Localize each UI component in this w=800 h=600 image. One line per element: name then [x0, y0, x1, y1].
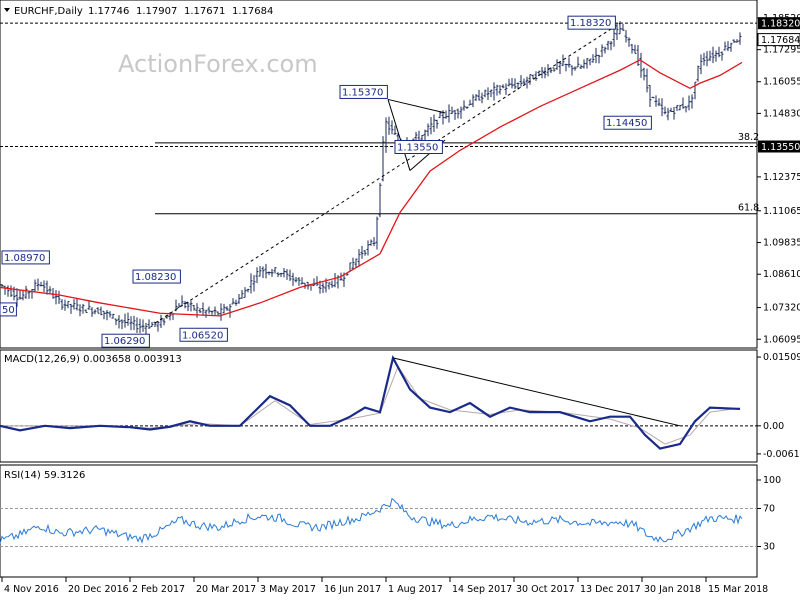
y-tick-label: 0.00: [763, 421, 784, 432]
macd-line: [0, 354, 741, 450]
ohlc-open: 1.17746: [88, 6, 129, 17]
annotation-box: [603, 115, 652, 130]
price-layer: 1.185201.172951.160551.148301.136051.123…: [0, 13, 800, 348]
y-tick-label: 1.17295: [763, 45, 800, 56]
annotation-label: 1.08970: [4, 253, 45, 264]
ohlc-low: 1.17671: [184, 6, 225, 17]
annotation-label: 50: [2, 305, 15, 316]
annotation-box: [132, 269, 181, 284]
x-tick-label: 3 May 2017: [260, 584, 316, 595]
triangle-upper-line: [387, 98, 446, 114]
macd-layer: 0.015092 0.00 -0.00616: [0, 352, 800, 460]
moving-average-line: [0, 59, 743, 317]
y-tick-label: 1.11065: [763, 206, 800, 217]
price-panel: [0, 0, 758, 349]
annotation-label: 1.18320: [570, 18, 611, 29]
annotation-box: [567, 15, 616, 30]
x-tick-label: 20 Dec 2016: [68, 584, 129, 595]
x-tick-label: 13 Dec 2017: [580, 584, 641, 595]
x-axis: 4 Nov 2016 20 Dec 2016 2 Feb 2017 20 Mar 20…: [1, 577, 768, 595]
level-tag: [758, 140, 800, 153]
annotation-box: [179, 327, 228, 342]
y-tick-label: 70: [763, 504, 775, 515]
collapse-icon[interactable]: [4, 8, 10, 12]
ohlc-close: 1.17684: [232, 6, 273, 17]
annotation-box: [339, 84, 388, 99]
rsi-title: RSI(14) 59.3126: [4, 470, 85, 481]
annotation-label: 1.08230: [135, 272, 176, 283]
price-tag-label: 1.17684: [761, 35, 800, 46]
fib-label: 61.8: [738, 203, 759, 214]
x-tick-label: 1 Aug 2017: [388, 584, 443, 595]
x-tick-label: 14 Sep 2017: [452, 584, 512, 595]
level-tag: [758, 17, 800, 30]
x-tick-label: 20 Mar 2017: [196, 584, 256, 595]
y-tick-label: 1.12375: [763, 172, 800, 183]
annotation-box: [394, 140, 443, 155]
annotation-label: 1.13550: [397, 143, 438, 154]
macd-title: MACD(12,26,9) 0.003658 0.003913: [4, 354, 182, 365]
rsi-layer: 100 70 30: [0, 475, 781, 553]
annotation-box: [0, 302, 17, 317]
y-tick-label: 1.06095: [763, 334, 800, 345]
y-tick-label: 1.07320: [763, 303, 800, 314]
annotation-label: 1.06290: [104, 336, 145, 347]
watermark: ActionForex.com: [118, 50, 318, 78]
dashed-trendline: [154, 22, 621, 324]
macd-panel: [0, 349, 758, 463]
y-tick-label: 100: [763, 475, 781, 486]
x-tick-label: 16 Jun 2017: [324, 584, 381, 595]
level-tag-label: 1.13550: [761, 142, 800, 153]
y-tick-label: 30: [763, 542, 775, 553]
rsi-line: [0, 497, 743, 544]
y-tick-label: 1.09835: [763, 238, 800, 249]
y-tick-label: 1.08610: [763, 269, 800, 280]
annotation-label: 1.06520: [182, 330, 223, 341]
annotation-label: 1.14450: [606, 118, 647, 129]
rsi-panel: [0, 464, 758, 578]
x-tick-label: 30 Oct 2017: [516, 584, 575, 595]
annotation-label: 1.15370: [342, 87, 383, 98]
triangle-side-line: [387, 99, 411, 171]
price-tag: [757, 33, 800, 47]
level-tag-label: 1.18320: [761, 19, 800, 30]
y-tick-label: 0.015092: [763, 352, 800, 363]
annotation-box: [1, 250, 50, 265]
annotation-box: [101, 333, 150, 348]
fib-label: 38.2: [738, 132, 759, 143]
x-tick-label: 2 Feb 2017: [132, 584, 185, 595]
y-tick-label: 1.16055: [763, 77, 800, 88]
y-tick-label: 1.14830: [763, 108, 800, 119]
ohlc-high: 1.17907: [136, 6, 177, 17]
x-tick-label: 30 Jan 2018: [644, 584, 701, 595]
y-tick-label: -0.00616: [763, 449, 800, 460]
price-title: EURCHF,Daily: [14, 6, 83, 17]
x-tick-label: 15 Mar 2018: [708, 584, 768, 595]
x-tick-label: 4 Nov 2016: [4, 584, 59, 595]
macd-trendline: [392, 357, 681, 427]
